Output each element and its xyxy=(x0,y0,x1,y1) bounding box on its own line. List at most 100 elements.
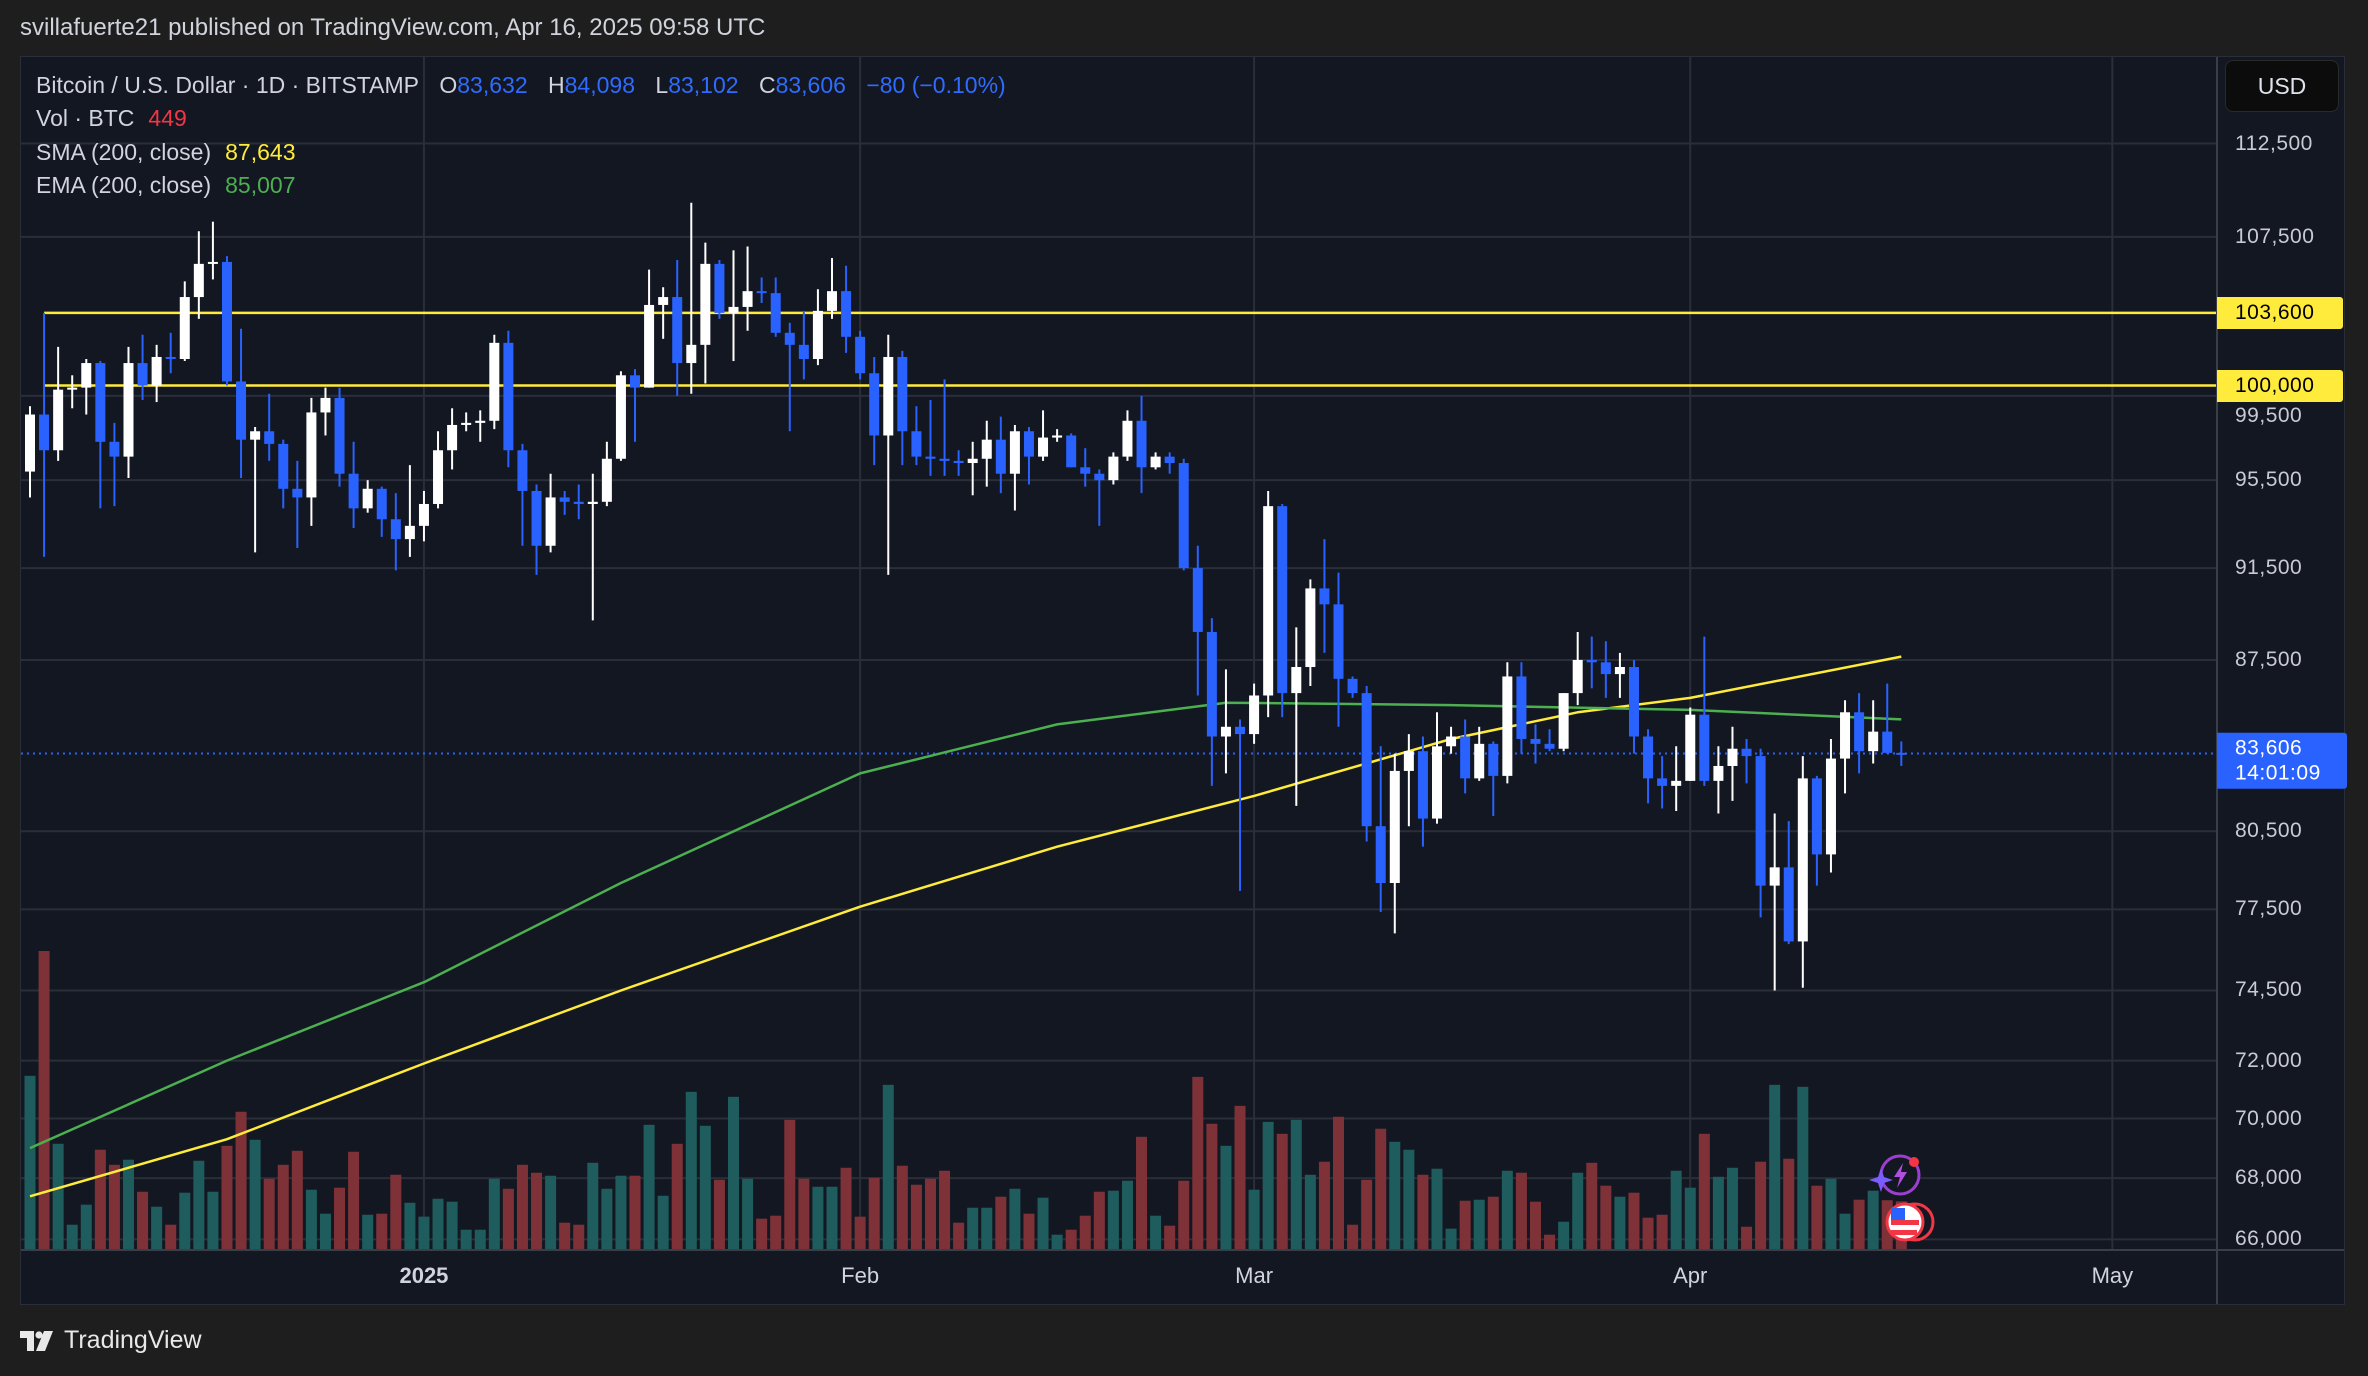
candle-body xyxy=(489,342,500,421)
candle xyxy=(489,334,500,430)
candle-body xyxy=(1038,437,1049,457)
candle-body xyxy=(39,414,50,451)
currency-button[interactable]: USD xyxy=(2225,60,2339,112)
candle-body xyxy=(784,332,795,345)
candle xyxy=(1643,729,1654,804)
candle-body xyxy=(1586,659,1597,663)
candle xyxy=(897,350,908,466)
candle-body xyxy=(207,261,218,264)
candle-body xyxy=(1333,604,1344,679)
volume-bar xyxy=(52,1143,64,1249)
candle xyxy=(925,399,936,476)
time-axis-label: May xyxy=(2091,1263,2134,1288)
us-flag-economic-event-icon[interactable] xyxy=(1885,1202,1935,1242)
volume-bar xyxy=(1403,1149,1415,1249)
candle-body xyxy=(1235,726,1246,735)
volume-bar xyxy=(868,1177,880,1249)
candle xyxy=(587,473,598,621)
candle xyxy=(1038,410,1049,461)
candle xyxy=(348,441,359,529)
volume-bar xyxy=(122,1159,134,1249)
candle xyxy=(418,490,429,542)
candle xyxy=(1769,813,1780,991)
candle-body xyxy=(362,488,373,509)
volume-bar xyxy=(1572,1172,1584,1249)
candle xyxy=(376,486,387,537)
volume-bar xyxy=(1333,1116,1345,1249)
candle-body xyxy=(81,363,92,388)
candle xyxy=(911,406,922,466)
candle-body xyxy=(714,263,725,313)
tradingview-logo-text: TradingView xyxy=(64,1326,202,1354)
time-axis-label: Feb xyxy=(841,1263,880,1288)
volume-bar xyxy=(1009,1188,1021,1249)
candle xyxy=(1657,756,1668,809)
candle-body xyxy=(1389,770,1400,884)
symbol-name[interactable]: Bitcoin / U.S. Dollar · 1D · BITSTAMP xyxy=(36,72,419,98)
candle xyxy=(1811,775,1822,886)
candle xyxy=(1572,631,1583,706)
volume-bar xyxy=(1206,1123,1218,1249)
candles xyxy=(25,202,1907,991)
volume-label: Vol · BTC xyxy=(36,105,135,131)
candle xyxy=(869,356,880,466)
candle-body xyxy=(855,336,866,374)
candle-body xyxy=(686,344,697,364)
lightning-event-icon[interactable] xyxy=(1869,1154,1921,1196)
candle-body xyxy=(798,344,809,360)
candle xyxy=(1840,700,1851,794)
legend-sma[interactable]: SMA (200, close) 87,643 xyxy=(36,139,296,166)
last-price-value: 83,606 xyxy=(2235,736,2303,760)
volume-bar xyxy=(151,1206,163,1249)
volume-bar xyxy=(967,1207,979,1249)
volume-bar xyxy=(1375,1128,1387,1249)
candle-body xyxy=(897,356,908,432)
volume-bar xyxy=(305,1189,317,1249)
volume-bar xyxy=(939,1170,951,1249)
candle-body xyxy=(1319,588,1330,605)
candle-body xyxy=(1361,693,1372,827)
candle-body xyxy=(1375,826,1386,884)
last-price-label: 83,606 14:01:09 xyxy=(2217,732,2347,789)
volume-bar xyxy=(1248,1189,1260,1249)
candle xyxy=(601,441,612,507)
volume-bar xyxy=(1628,1192,1640,1249)
volume-bar xyxy=(840,1167,852,1249)
candle xyxy=(531,484,542,575)
volume-bar xyxy=(376,1213,388,1249)
candle xyxy=(461,412,472,432)
candle-body xyxy=(53,389,64,451)
candle-body xyxy=(1783,867,1794,942)
candle-body xyxy=(644,304,655,388)
candle-body xyxy=(1516,676,1527,739)
sma-value: 87,643 xyxy=(225,139,296,165)
candle-body xyxy=(1192,568,1203,632)
candle xyxy=(644,269,655,388)
candle-body xyxy=(236,381,247,440)
candle xyxy=(545,473,556,553)
candle xyxy=(221,256,232,386)
candle xyxy=(1052,429,1063,442)
horizontal-levels[interactable] xyxy=(21,311,2217,755)
candle xyxy=(1389,753,1400,934)
candle xyxy=(278,439,289,509)
tradingview-logo[interactable]: TradingView xyxy=(20,1326,202,1355)
candle-body xyxy=(587,501,598,504)
candle-body xyxy=(1094,473,1105,481)
candle xyxy=(967,441,978,496)
candle xyxy=(1713,746,1724,814)
price-tick-label: 87,500 xyxy=(2235,647,2303,671)
legend-ema[interactable]: EMA (200, close) 85,007 xyxy=(36,172,296,199)
volume-bar xyxy=(1389,1141,1401,1249)
volume-value: 449 xyxy=(148,105,187,131)
candle xyxy=(714,259,725,319)
volume-bar xyxy=(643,1124,655,1249)
legend-volume[interactable]: Vol · BTC 449 xyxy=(36,105,187,132)
price-tick-label: 99,500 xyxy=(2235,403,2303,427)
level-price-label: 103,600 xyxy=(2217,296,2343,329)
volume-bar xyxy=(1755,1161,1767,1249)
volume-bar xyxy=(1121,1180,1133,1249)
volume-bar xyxy=(1811,1185,1823,1249)
candle xyxy=(1319,539,1330,653)
